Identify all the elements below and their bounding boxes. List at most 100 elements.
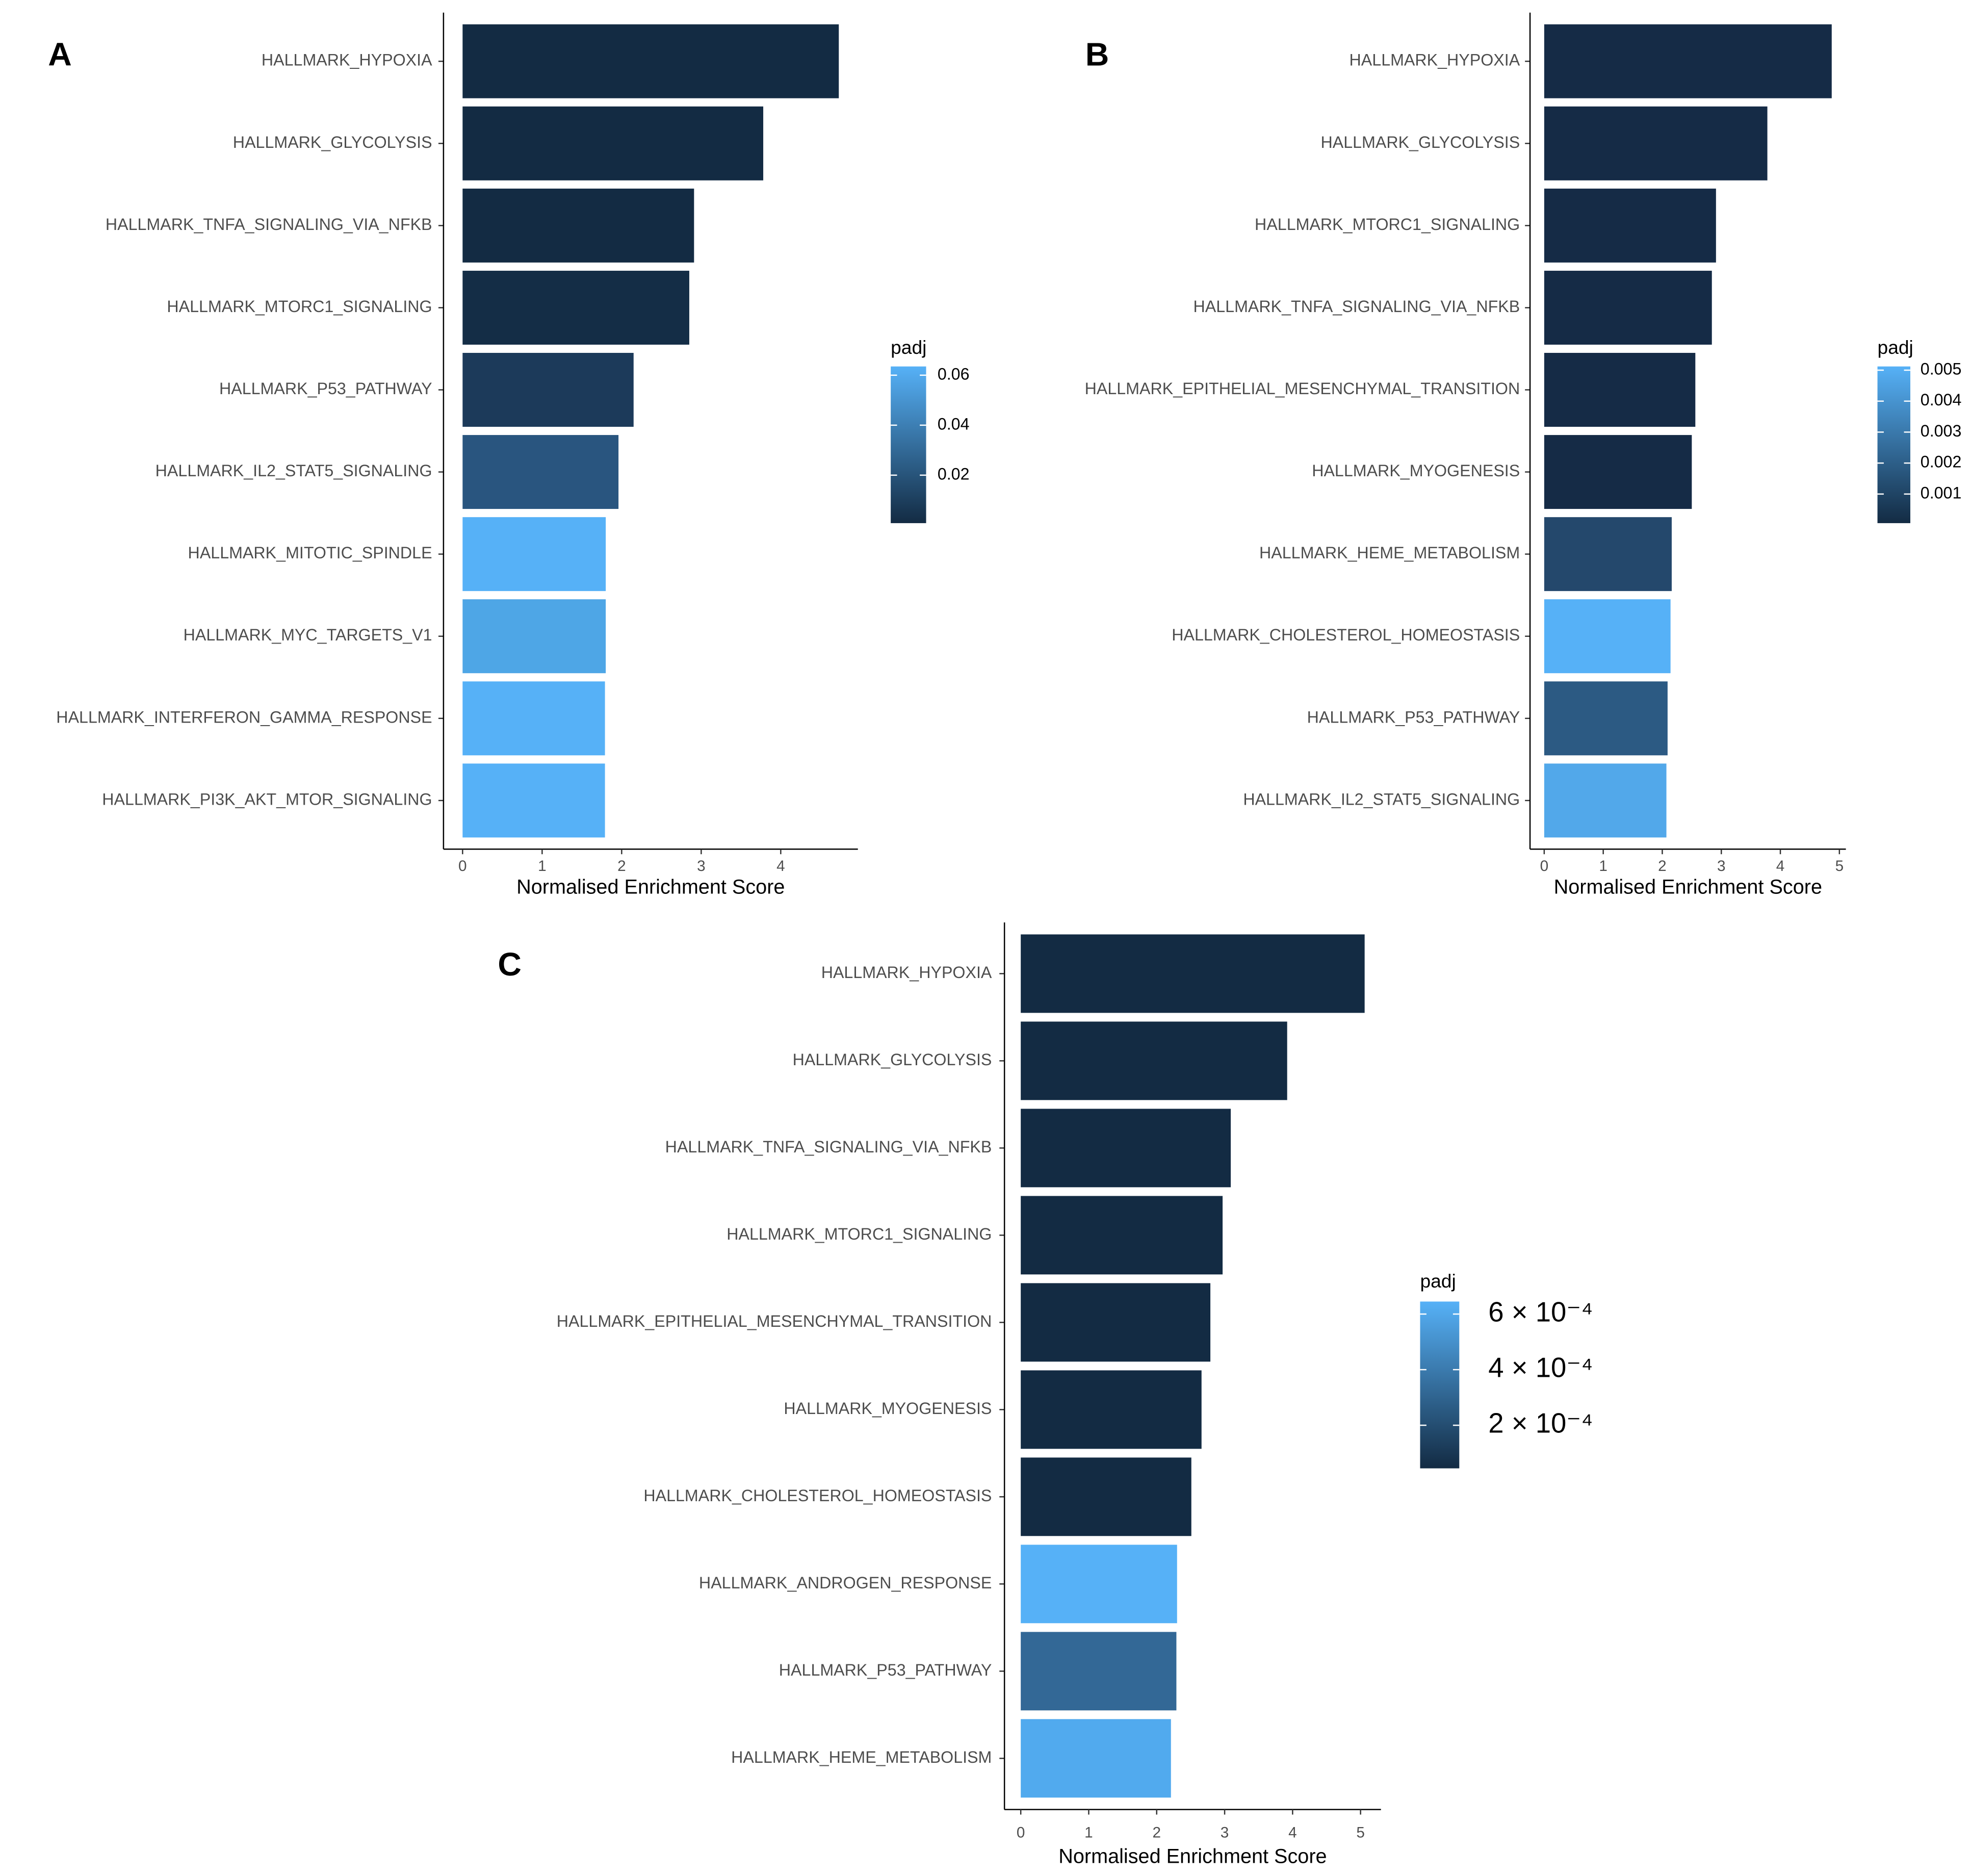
x-tick-label: 2 <box>1658 858 1667 875</box>
category-label: HALLMARK_P53_PATHWAY <box>779 1661 992 1679</box>
legend-title: padj <box>891 337 926 358</box>
panel-label: B <box>1085 36 1109 73</box>
x-axis-title: Normalised Enrichment Score <box>1554 876 1822 898</box>
bar <box>1544 270 1712 345</box>
bar <box>1544 599 1671 674</box>
bar <box>1021 1457 1191 1536</box>
bar <box>462 270 689 345</box>
legend-tick-label: 0.001 <box>1921 483 1962 502</box>
category-label: HALLMARK_HYPOXIA <box>821 963 992 982</box>
x-axis-title: Normalised Enrichment Score <box>516 876 785 898</box>
x-tick-label: 1 <box>1599 858 1607 875</box>
panel-label: C <box>498 946 522 983</box>
category-label: HALLMARK_MYOGENESIS <box>784 1399 992 1418</box>
legend-tick-label: 0.06 <box>938 365 970 383</box>
category-label: HALLMARK_ANDROGEN_RESPONSE <box>699 1574 992 1592</box>
bar <box>1544 517 1672 592</box>
legend-tick-label: 0.02 <box>938 465 970 483</box>
category-label: HALLMARK_PI3K_AKT_MTOR_SIGNALING <box>102 790 432 808</box>
bar <box>1021 1545 1177 1624</box>
category-label: HALLMARK_CHOLESTEROL_HOMEOSTASIS <box>1172 626 1520 644</box>
bar <box>1544 188 1716 263</box>
x-tick-label: 5 <box>1835 858 1844 875</box>
category-label: HALLMARK_TNFA_SIGNALING_VIA_NFKB <box>665 1138 992 1156</box>
x-tick-label: 0 <box>1017 1824 1025 1841</box>
category-label: HALLMARK_IL2_STAT5_SIGNALING <box>1243 790 1520 808</box>
bar <box>1544 435 1692 509</box>
x-tick-label: 4 <box>776 858 785 875</box>
x-tick-label: 3 <box>1717 858 1726 875</box>
category-label: HALLMARK_EPITHELIAL_MESENCHYMAL_TRANSITI… <box>557 1312 992 1330</box>
category-label: HALLMARK_EPITHELIAL_MESENCHYMAL_TRANSITI… <box>1085 379 1520 398</box>
bar <box>462 353 634 427</box>
colorbar <box>1420 1301 1460 1469</box>
category-label: HALLMARK_GLYCOLYSIS <box>1320 133 1520 151</box>
bar <box>462 599 606 674</box>
legend-title: padj <box>1878 337 1913 358</box>
category-label: HALLMARK_MTORC1_SIGNALING <box>167 297 432 316</box>
category-label: HALLMARK_MYOGENESIS <box>1312 461 1520 480</box>
category-label: HALLMARK_GLYCOLYSIS <box>793 1050 992 1069</box>
category-label: HALLMARK_MTORC1_SIGNALING <box>1255 215 1520 234</box>
category-label: HALLMARK_TNFA_SIGNALING_VIA_NFKB <box>1194 297 1520 316</box>
category-label: HALLMARK_CHOLESTEROL_HOMEOSTASIS <box>643 1486 992 1505</box>
x-tick-label: 3 <box>697 858 706 875</box>
category-label: HALLMARK_MYC_TARGETS_V1 <box>184 626 432 644</box>
bar <box>1544 106 1768 181</box>
category-label: HALLMARK_MTORC1_SIGNALING <box>727 1225 992 1243</box>
legend-tick-label: 0.004 <box>1921 391 1962 409</box>
legend-tick-label: 0.002 <box>1921 453 1962 471</box>
category-label: HALLMARK_TNFA_SIGNALING_VIA_NFKB <box>106 215 432 234</box>
category-label: HALLMARK_HEME_METABOLISM <box>1259 544 1520 562</box>
category-label: HALLMARK_INTERFERON_GAMMA_RESPONSE <box>56 708 432 726</box>
bar <box>462 106 764 181</box>
x-tick-label: 4 <box>1288 1824 1297 1841</box>
x-tick-label: 0 <box>1540 858 1549 875</box>
category-label: HALLMARK_MITOTIC_SPINDLE <box>188 544 432 562</box>
legend-tick-label: 0.003 <box>1921 422 1962 440</box>
legend-tick-label: 4 × 10⁻⁴ <box>1488 1352 1593 1383</box>
category-label: HALLMARK_HYPOXIA <box>262 51 432 69</box>
bar <box>1021 1370 1202 1449</box>
x-tick-label: 2 <box>617 858 626 875</box>
legend-tick-label: 0.04 <box>938 415 970 433</box>
legend-tick-label: 0.005 <box>1921 359 1962 378</box>
category-label: HALLMARK_P53_PATHWAY <box>1307 708 1520 726</box>
legend-tick-label: 2 × 10⁻⁴ <box>1488 1407 1593 1438</box>
category-label: HALLMARK_GLYCOLYSIS <box>233 133 432 151</box>
bar <box>1544 763 1667 838</box>
x-tick-label: 4 <box>1776 858 1785 875</box>
bar <box>1021 1632 1177 1711</box>
category-label: HALLMARK_HYPOXIA <box>1350 51 1520 69</box>
bar <box>462 24 839 98</box>
bar <box>1021 1196 1223 1275</box>
bar <box>462 681 605 756</box>
category-label: HALLMARK_HEME_METABOLISM <box>731 1748 992 1766</box>
bar <box>1021 934 1365 1013</box>
bar <box>462 763 605 838</box>
x-tick-label: 5 <box>1356 1824 1365 1841</box>
colorbar <box>1877 366 1910 523</box>
x-tick-label: 1 <box>1084 1824 1093 1841</box>
bar <box>462 435 619 509</box>
x-tick-label: 1 <box>538 858 547 875</box>
category-label: HALLMARK_P53_PATHWAY <box>219 379 432 398</box>
x-tick-label: 2 <box>1152 1824 1161 1841</box>
bar <box>462 188 694 263</box>
x-tick-label: 3 <box>1221 1824 1229 1841</box>
colorbar <box>891 366 926 523</box>
x-tick-label: 0 <box>458 858 467 875</box>
legend-tick-label: 6 × 10⁻⁴ <box>1488 1296 1593 1327</box>
category-label: HALLMARK_IL2_STAT5_SIGNALING <box>155 461 432 480</box>
bar <box>1544 24 1832 98</box>
bar <box>1544 681 1668 756</box>
x-axis-title: Normalised Enrichment Score <box>1058 1845 1327 1867</box>
bar <box>462 517 606 592</box>
bar <box>1021 1719 1171 1798</box>
bar <box>1544 353 1696 427</box>
bar <box>1021 1109 1231 1188</box>
panel-label: A <box>48 36 72 73</box>
bar <box>1021 1283 1211 1362</box>
legend-title: padj <box>1420 1270 1456 1292</box>
